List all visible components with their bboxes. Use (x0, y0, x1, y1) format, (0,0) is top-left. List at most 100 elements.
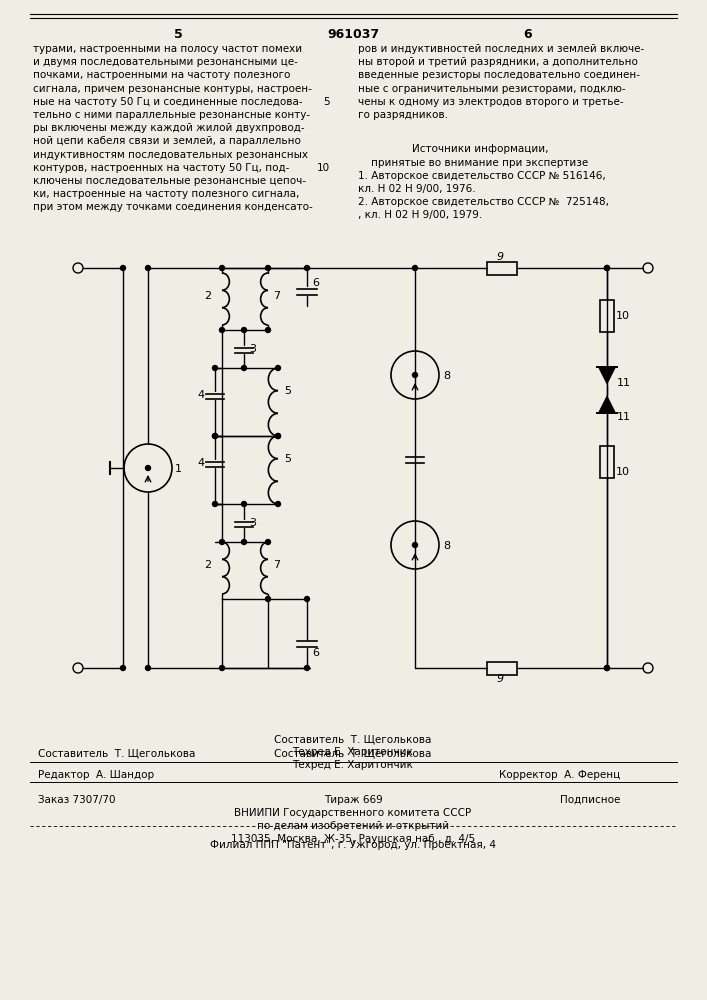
Text: , кл. Н 02 Н 9/00, 1979.: , кл. Н 02 Н 9/00, 1979. (358, 210, 482, 220)
Text: Составитель  Т. Щеголькова: Составитель Т. Щеголькова (38, 748, 195, 758)
Text: принятые во внимание при экспертизе: принятые во внимание при экспертизе (371, 158, 589, 168)
Circle shape (276, 434, 281, 438)
Circle shape (266, 328, 271, 332)
Text: ВНИИПИ Государственного комитета СССР: ВНИИПИ Государственного комитета СССР (235, 808, 472, 818)
Text: 1: 1 (175, 464, 182, 474)
Bar (600, 300, 614, 332)
Circle shape (219, 328, 225, 332)
Circle shape (266, 540, 271, 544)
Bar (600, 446, 614, 478)
Text: Техред Е. Харитончик: Техред Е. Харитончик (293, 747, 414, 757)
Circle shape (276, 434, 281, 438)
Circle shape (219, 666, 225, 670)
Circle shape (213, 434, 218, 438)
Circle shape (305, 596, 310, 601)
Text: введенные резисторы последовательно соединен-: введенные резисторы последовательно соед… (358, 70, 640, 80)
Circle shape (242, 328, 247, 332)
Circle shape (146, 666, 151, 670)
Text: 6: 6 (312, 648, 319, 658)
Polygon shape (598, 395, 616, 413)
Text: Редактор  А. Шандор: Редактор А. Шандор (38, 770, 154, 780)
Circle shape (213, 434, 218, 438)
Circle shape (604, 666, 609, 670)
Text: 5: 5 (323, 97, 330, 107)
Text: 2: 2 (204, 291, 211, 301)
Circle shape (305, 666, 310, 670)
Text: 11: 11 (617, 378, 631, 388)
Text: 7: 7 (273, 560, 280, 570)
Text: 113035, Москва, Ж-35, Раушская наб., д. 4/5: 113035, Москва, Ж-35, Раушская наб., д. … (231, 834, 475, 844)
Text: 2. Авторское свидетельство СССР №  725148,: 2. Авторское свидетельство СССР № 725148… (358, 197, 609, 207)
Circle shape (412, 265, 418, 270)
Text: Составитель  Т. Щеголькова: Составитель Т. Щеголькова (274, 734, 432, 744)
Text: 10: 10 (317, 163, 330, 173)
Text: 3: 3 (249, 518, 256, 528)
Text: 5: 5 (284, 454, 291, 464)
Circle shape (276, 365, 281, 370)
Text: 961037: 961037 (327, 28, 379, 41)
Text: 9: 9 (496, 252, 503, 262)
Circle shape (604, 265, 609, 270)
Bar (487, 662, 517, 674)
Text: 8: 8 (443, 541, 450, 551)
Text: тельно с ними параллельные резонансные конту-: тельно с ними параллельные резонансные к… (33, 110, 310, 120)
Circle shape (266, 596, 271, 601)
Circle shape (412, 542, 418, 548)
Text: го разрядников.: го разрядников. (358, 110, 448, 120)
Text: 11: 11 (617, 412, 631, 422)
Circle shape (266, 265, 271, 270)
Text: ные на частоту 50 Гц и соединенные последова-: ные на частоту 50 Гц и соединенные после… (33, 97, 303, 107)
Text: Составитель  Т. Щеголькова: Составитель Т. Щеголькова (274, 748, 432, 758)
Text: Тираж 669: Тираж 669 (324, 795, 382, 805)
Text: 6: 6 (312, 278, 319, 288)
Text: Техред Е. Харитончик: Техред Е. Харитончик (293, 760, 414, 770)
Text: Корректор  А. Ференц: Корректор А. Ференц (498, 770, 620, 780)
Text: 5: 5 (174, 28, 182, 41)
Circle shape (242, 365, 247, 370)
Text: турами, настроенными на полосу частот помехи: турами, настроенными на полосу частот по… (33, 44, 302, 54)
Text: чены к одному из электродов второго и третье-: чены к одному из электродов второго и тр… (358, 97, 624, 107)
Text: ки, настроенные на частоту полезного сигнала,: ки, настроенные на частоту полезного сиг… (33, 189, 299, 199)
Circle shape (213, 365, 218, 370)
Circle shape (146, 466, 151, 471)
Circle shape (120, 666, 126, 670)
Text: Подписное: Подписное (560, 795, 620, 805)
Text: Филиал ППП "Патент", г. Ужгород, ул. Проектная, 4: Филиал ППП "Патент", г. Ужгород, ул. Про… (210, 840, 496, 850)
Text: сигнала, причем резонансные контуры, настроен-: сигнала, причем резонансные контуры, нас… (33, 84, 312, 94)
Circle shape (412, 372, 418, 377)
Text: и двумя последовательными резонансными це-: и двумя последовательными резонансными ц… (33, 57, 298, 67)
Circle shape (219, 265, 225, 270)
Text: 1. Авторское свидетельство СССР № 516146,: 1. Авторское свидетельство СССР № 516146… (358, 171, 606, 181)
Circle shape (242, 540, 247, 544)
Text: по делам изобретений и открытий: по делам изобретений и открытий (257, 821, 449, 831)
Text: 9: 9 (496, 674, 503, 684)
Circle shape (604, 265, 609, 270)
Text: ной цепи кабеля связи и землей, а параллельно: ной цепи кабеля связи и землей, а паралл… (33, 136, 301, 146)
Circle shape (305, 265, 310, 270)
Circle shape (213, 502, 218, 506)
Circle shape (120, 265, 126, 270)
Text: ны второй и третий разрядники, а дополнительно: ны второй и третий разрядники, а дополни… (358, 57, 638, 67)
Polygon shape (598, 367, 616, 385)
Circle shape (242, 502, 247, 506)
Text: ные с ограничительными резисторами, подклю-: ные с ограничительными резисторами, подк… (358, 84, 626, 94)
Bar (487, 261, 517, 274)
Text: 4: 4 (197, 458, 204, 468)
Text: 3: 3 (249, 344, 256, 354)
Text: 2: 2 (204, 560, 211, 570)
Text: индуктивностям последовательных резонансных: индуктивностям последовательных резонанс… (33, 150, 308, 160)
Text: кл. Н 02 Н 9/00, 1976.: кл. Н 02 Н 9/00, 1976. (358, 184, 476, 194)
Text: ключены последовательные резонансные цепоч-: ключены последовательные резонансные цеп… (33, 176, 306, 186)
Text: 8: 8 (443, 371, 450, 381)
Text: 4: 4 (197, 390, 204, 400)
Text: Источники информации,: Источники информации, (411, 144, 548, 154)
Circle shape (276, 502, 281, 506)
Text: 10: 10 (616, 467, 630, 477)
Text: ры включены между каждой жилой двухпровод-: ры включены между каждой жилой двухпрово… (33, 123, 305, 133)
Text: почками, настроенными на частоту полезного: почками, настроенными на частоту полезно… (33, 70, 291, 80)
Text: ров и индуктивностей последних и землей включе-: ров и индуктивностей последних и землей … (358, 44, 644, 54)
Text: Заказ 7307/70: Заказ 7307/70 (38, 795, 115, 805)
Circle shape (604, 666, 609, 670)
Text: при этом между точками соединения конденсато-: при этом между точками соединения конден… (33, 202, 312, 212)
Text: 10: 10 (616, 311, 630, 321)
